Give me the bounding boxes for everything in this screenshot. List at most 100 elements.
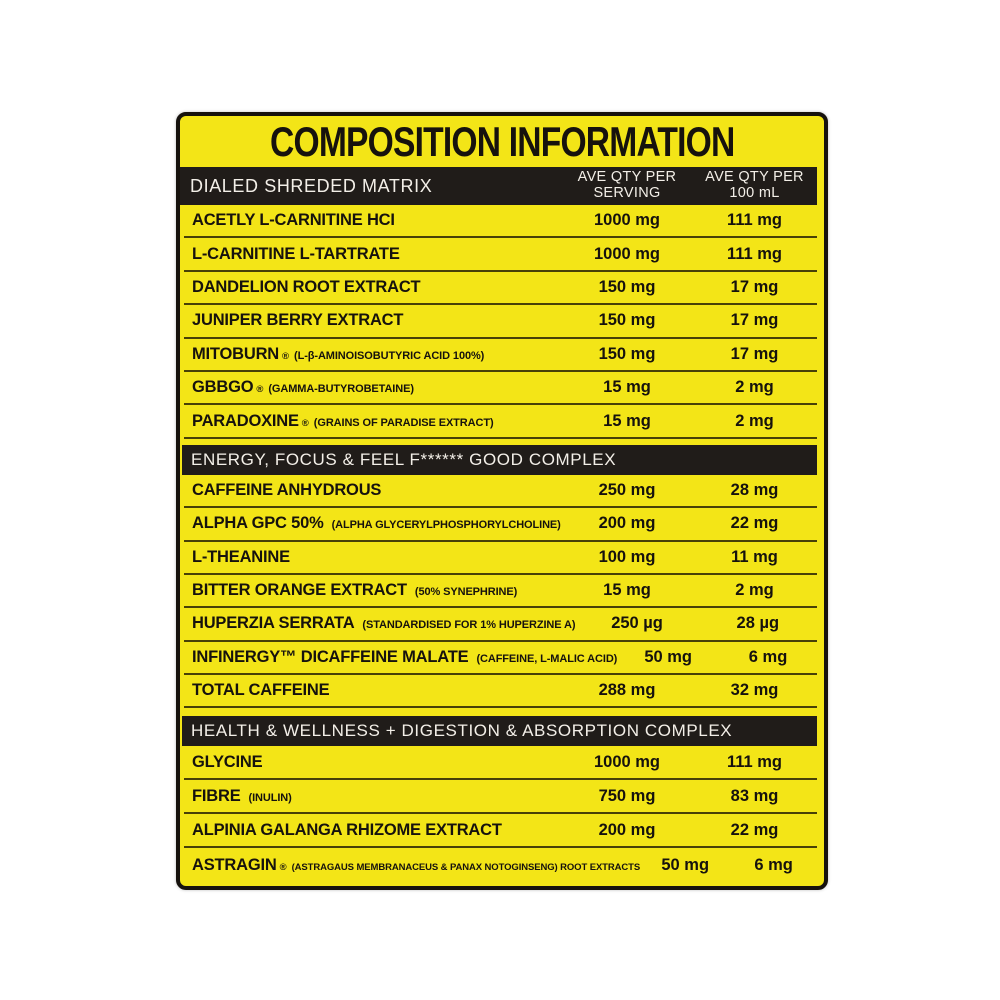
section-3-header: HEALTH & WELLNESS + DIGESTION & ABSORPTI… [182,716,817,747]
qty-per-serving: 1000 mg [593,211,661,230]
ingredient-name: ACETLY L-CARNITINE HCI [184,211,562,230]
ingredient-name: TOTAL CAFFEINE [184,681,562,700]
qty-per-100ml: 6 mg [754,855,793,874]
qty-per-serving: 750 mg [598,786,656,805]
registered-mark: ® [279,861,287,873]
ingredient-detail: (STANDARDISED FOR 1% HUPERZINE A) [362,619,576,632]
column-header-serving: AVE QTY PER SERVING [562,169,692,202]
qty-per-100ml: 32 mg [730,681,779,700]
table-row: PARADOXINE ® (GRAINS OF PARADISE EXTRACT) … [184,405,817,439]
ingredient-name: L-THEANINE [184,548,562,567]
table-row: CAFFEINE ANHYDROUS 250 mg 28 mg [184,475,817,509]
table-row: ALPINIA GALANGA RHIZOME EXTRACT 200 mg 2… [184,814,817,849]
ingredient-name: FIBRE (INULIN) [184,787,562,806]
section-2-header: ENERGY, FOCUS & FEEL F****** GOOD COMPLE… [182,444,817,475]
ingredient-name: HUPERZIA SERRATA (STANDARDISED FOR 1% HUP… [184,614,576,633]
qty-per-serving: 100 mg [598,547,656,566]
page-title: COMPOSITION INFORMATION [269,117,735,165]
table-row: ASTRAGIN ® (ASTRAGAUS MEMBRANACEUS & PANAX… [184,848,817,882]
ingredient-label: HUPERZIA SERRATA [192,614,355,633]
ingredient-name: INFINERGY™ DICAFFEINE MALATE (CAFFEINE, L… [184,648,617,667]
qty-per-serving: 200 mg [598,514,656,533]
table-row: DANDELION ROOT EXTRACT 150 mg 17 mg [184,272,817,306]
composition-label: COMPOSITION INFORMATION DIALED SHREDED M… [176,112,828,890]
ingredient-label: ACETLY L-CARNITINE HCI [192,211,395,230]
section-2-rows: CAFFEINE ANHYDROUS 250 mg 28 mg ALPHA GP… [180,475,824,709]
qty-per-serving: 250 µg [611,614,663,633]
table-row: BITTER ORANGE EXTRACT (50% SYNEPHRINE) 15… [184,575,817,609]
ingredient-detail: (GRAINS OF PARADISE EXTRACT) [313,416,494,429]
ingredient-name: DANDELION ROOT EXTRACT [184,278,562,297]
ingredient-label: GLYCINE [192,752,263,771]
ingredient-label: L-THEANINE [192,547,290,566]
ingredient-detail: (ASTRAGAUS MEMBRANACEUS & PANAX NOTOGINS… [291,861,641,873]
column-header-serving-line1: AVE QTY PER [577,169,677,186]
ingredient-detail: (L-β-AMINOISOBUTYRIC ACID 100%) [294,349,485,362]
qty-per-serving: 200 mg [598,820,656,839]
ingredient-detail: (CAFFEINE, L-MALIC ACID) [476,652,618,665]
ingredient-detail: (ALPHA GLYCERYLPHOSPHORYLCHOLINE) [331,519,561,532]
ingredient-label: CAFFEINE ANHYDROUS [192,480,382,499]
ingredient-label: PARADOXINE [192,411,299,430]
ingredient-label: ALPINIA GALANGA RHIZOME EXTRACT [192,820,502,839]
qty-per-100ml: 17 mg [730,311,779,330]
ingredient-name: BITTER ORANGE EXTRACT (50% SYNEPHRINE) [184,581,562,600]
qty-per-serving: 150 mg [598,344,656,363]
qty-per-100ml: 111 mg [726,752,783,771]
qty-per-100ml: 11 mg [731,547,778,566]
qty-per-serving: 15 mg [603,411,651,430]
ingredient-name: MITOBURN ® (L-β-AMINOISOBUTYRIC ACID 100%) [184,345,562,364]
ingredient-label: DANDELION ROOT EXTRACT [192,277,421,296]
table-row: INFINERGY™ DICAFFEINE MALATE (CAFFEINE, L… [184,642,817,676]
section-1-rows: ACETLY L-CARNITINE HCI 1000 mg 111 mg L-… [180,205,824,439]
ingredient-label: ALPHA GPC 50% [192,514,324,533]
ingredient-label: INFINERGY™ DICAFFEINE MALATE [192,647,469,666]
ingredient-label: TOTAL CAFFEINE [192,681,330,700]
column-header-100ml: AVE QTY PER 100 mL [692,169,817,202]
qty-per-100ml: 22 mg [730,820,779,839]
ingredient-detail: (INULIN) [248,791,292,804]
table-row: MITOBURN ® (L-β-AMINOISOBUTYRIC ACID 100%)… [184,339,817,372]
ingredient-name: CAFFEINE ANHYDROUS [184,481,562,500]
qty-per-serving: 50 mg [661,855,710,874]
ingredient-label: FIBRE [192,786,241,805]
table-row: FIBRE (INULIN) 750 mg 83 mg [184,780,817,815]
qty-per-serving: 150 mg [598,277,656,296]
qty-per-serving: 250 mg [598,480,656,499]
qty-per-100ml: 111 mg [726,244,783,263]
qty-per-100ml: 83 mg [730,786,779,805]
ingredient-label: GBBGO [192,378,254,397]
table-row: TOTAL CAFFEINE 288 mg 32 mg [184,675,817,709]
ingredient-name: JUNIPER BERRY EXTRACT [184,311,562,330]
column-header-serving-line2: SERVING [593,185,661,201]
ingredient-name: GBBGO ® (GAMMA-BUTYROBETAINE) [184,378,562,397]
qty-per-serving: 288 mg [598,681,656,700]
table-row: GBBGO ® (GAMMA-BUTYROBETAINE) 15 mg 2 mg [184,372,817,406]
qty-per-serving: 50 mg [644,647,692,666]
qty-per-serving: 1000 mg [593,244,661,263]
ingredient-detail: (50% SYNEPHRINE) [414,586,518,599]
ingredient-name: ALPHA GPC 50% (ALPHA GLYCERYLPHOSPHORYLCH… [184,514,562,533]
qty-per-serving: 1000 mg [593,752,661,771]
ingredient-name: L-CARNITINE L-TARTRATE [184,245,562,264]
ingredient-label: L-CARNITINE L-TARTRATE [192,244,400,263]
ingredient-label: ASTRAGIN [192,855,277,874]
registered-mark: ® [301,417,309,429]
ingredient-name: ALPINIA GALANGA RHIZOME EXTRACT [184,821,562,840]
table-header-band: DIALED SHREDED MATRIX AVE QTY PER SERVIN… [180,167,817,205]
section-3-rows: GLYCINE 1000 mg 111 mg FIBRE (INULIN) 750… [180,746,824,882]
qty-per-100ml: 17 mg [730,277,779,296]
table-row: JUNIPER BERRY EXTRACT 150 mg 17 mg [184,305,817,339]
registered-mark: ® [256,384,264,396]
table-row: L-CARNITINE L-TARTRATE 1000 mg 111 mg [184,238,817,272]
ingredient-label: BITTER ORANGE EXTRACT [192,581,407,600]
qty-per-100ml: 22 mg [730,514,779,533]
qty-per-100ml: 28 µg [736,614,780,633]
registered-mark: ® [282,350,290,362]
ingredient-name: GLYCINE [184,753,562,772]
table-row: ACETLY L-CARNITINE HCI 1000 mg 111 mg [184,205,817,239]
qty-per-100ml: 28 mg [730,480,779,499]
qty-per-100ml: 111 mg [726,211,783,230]
qty-per-100ml: 2 mg [735,411,774,430]
qty-per-serving: 15 mg [603,581,651,600]
